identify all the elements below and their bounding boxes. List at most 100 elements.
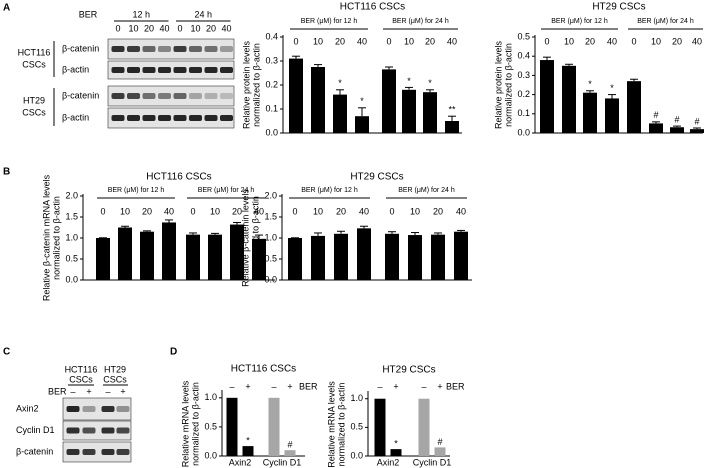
y-tick-label: 0.0	[65, 274, 78, 284]
x-tick-label: 10	[564, 36, 574, 46]
condition-label: +	[120, 386, 125, 396]
bar	[385, 233, 399, 280]
panel-label: A	[3, 3, 10, 14]
x-tick-label: 10	[651, 36, 661, 46]
band	[101, 406, 115, 412]
bar	[402, 89, 416, 133]
condition-label: –	[271, 381, 276, 391]
band	[116, 406, 130, 412]
band	[173, 46, 187, 52]
x-tick-label: 10	[210, 206, 220, 216]
band	[220, 67, 233, 73]
group-label: BER (μM) for 24 h	[398, 187, 455, 194]
dose-label: 10	[128, 23, 138, 33]
significance-label: **	[448, 105, 456, 115]
blot-frame	[62, 441, 132, 463]
significance-label: #	[287, 440, 292, 450]
bar	[230, 224, 244, 280]
band	[173, 93, 187, 99]
bar	[118, 227, 132, 280]
condition-label: –	[70, 386, 75, 396]
group-label: BER (μM) for 12 h	[301, 18, 358, 25]
y-tick-label: 0.1	[517, 108, 530, 118]
bar	[583, 92, 597, 133]
bar	[334, 233, 348, 280]
band	[127, 67, 140, 73]
band	[82, 406, 96, 412]
significance-label: *	[360, 96, 364, 106]
band	[189, 67, 202, 73]
bar	[562, 65, 576, 133]
condition-label: +	[393, 381, 398, 391]
x-tick-label: 40	[359, 206, 369, 216]
band	[142, 67, 156, 73]
y-axis-label: Relative β-catenin levels	[240, 189, 250, 287]
x-tick-label: 0	[386, 36, 391, 46]
bar	[311, 67, 325, 133]
y-tick-label: 0.0	[204, 450, 217, 460]
row-label: β-catenin	[62, 43, 99, 53]
group-label: BER (μM) for 24 h	[637, 18, 694, 25]
y-tick-label: 0.1	[265, 103, 278, 113]
bar	[418, 398, 430, 456]
y-axis-label: normalized to β-actin	[250, 196, 260, 280]
x-tick-label: 40	[164, 206, 174, 216]
bar	[96, 238, 110, 280]
row-label: β-catenin	[16, 446, 53, 456]
y-tick-label: 0.5	[517, 31, 530, 41]
x-tick-label: Axin2	[377, 457, 400, 467]
y-tick-label: 0.5	[350, 422, 363, 432]
band	[204, 67, 218, 73]
group-label: BER (μM) for 24 h	[198, 187, 255, 194]
cell-line-label: CSCs	[22, 107, 46, 117]
bar	[252, 238, 266, 280]
band	[111, 46, 125, 52]
y-axis-label: Relative β-catenin mRNA levels	[41, 174, 51, 301]
bar	[690, 129, 704, 133]
y-tick-label: 0.0	[350, 450, 363, 460]
row-label: Cyclin D1	[16, 425, 55, 435]
x-tick-label: 20	[142, 206, 152, 216]
time-label: 12 h	[132, 9, 150, 19]
y-axis-label: normalized to β-actin	[503, 43, 513, 127]
row-label: β-actin	[62, 112, 89, 122]
bar	[670, 127, 684, 133]
condition-label: +	[86, 386, 91, 396]
bar	[289, 58, 303, 133]
cell-line-label: CSCs	[69, 374, 93, 384]
band	[173, 115, 187, 121]
bar	[226, 397, 238, 456]
condition-label: –	[421, 381, 426, 391]
x-tick-label: 40	[254, 206, 264, 216]
x-tick-label: 10	[410, 206, 420, 216]
dose-label: 10	[190, 23, 200, 33]
treatment-label: BER	[79, 9, 98, 19]
y-tick-label: 1.0	[264, 232, 277, 242]
bar	[649, 123, 663, 133]
band	[142, 46, 156, 52]
bar	[374, 398, 386, 456]
bar	[311, 235, 325, 280]
y-tick-label: 0.5	[204, 421, 217, 431]
condition-name: BER	[446, 381, 465, 391]
group-label: BER (μM) for 12 h	[551, 18, 608, 25]
band	[158, 46, 171, 52]
band	[127, 93, 140, 99]
bar	[355, 116, 369, 133]
significance-label: #	[674, 114, 679, 124]
dose-label: 0	[177, 23, 182, 33]
x-tick-label: 0	[293, 36, 298, 46]
band	[204, 93, 218, 99]
chart-title: HT29 CSCs	[592, 2, 645, 13]
band	[127, 115, 140, 121]
dose-label: 20	[206, 23, 216, 33]
x-tick-label: 20	[425, 36, 435, 46]
y-tick-label: 0.0	[264, 274, 277, 284]
x-tick-label: 10	[404, 36, 414, 46]
y-tick-label: 0.5	[264, 253, 277, 263]
band	[204, 115, 218, 121]
x-tick-label: 20	[433, 206, 443, 216]
cell-line-label: HCT116	[18, 47, 51, 57]
y-axis-label: normalized to β-actin	[190, 382, 200, 466]
row-label: β-actin	[62, 64, 89, 74]
